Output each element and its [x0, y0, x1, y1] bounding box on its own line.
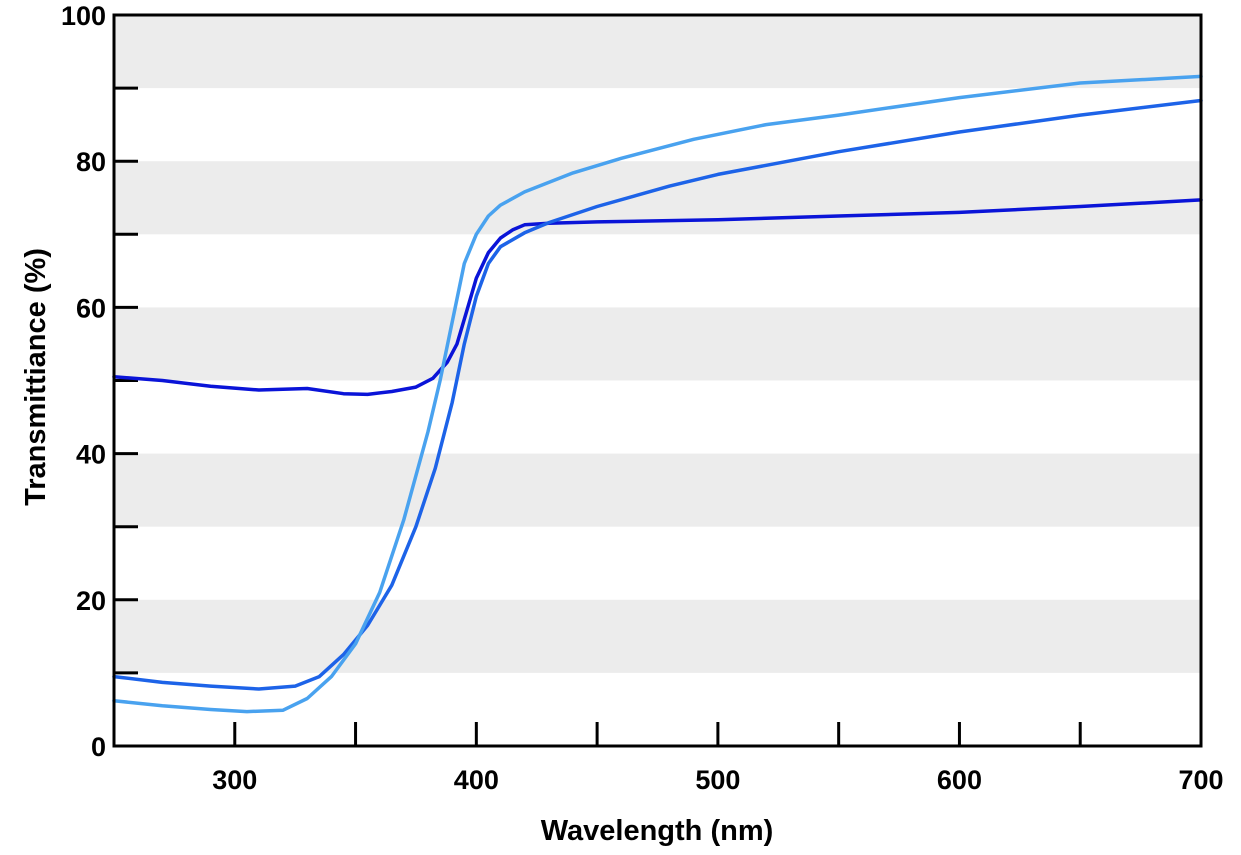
- background-band: [114, 453, 1201, 527]
- x-tick-label: 400: [454, 765, 499, 795]
- background-band: [114, 161, 1201, 235]
- background-band: [114, 307, 1201, 381]
- y-tick-label: 0: [91, 732, 106, 762]
- y-tick-label: 60: [76, 293, 106, 323]
- y-tick-label: 20: [76, 586, 106, 616]
- x-tick-label: 500: [695, 765, 740, 795]
- plot-frame: [112, 13, 1203, 748]
- tick-labels: 300 400 500 600 700 0 20 40 60 80 100: [61, 1, 1224, 795]
- x-axis-title: Wavelength (nm): [541, 815, 774, 847]
- background-band: [114, 15, 1201, 89]
- y-axis-title: Transmittiance (%): [20, 248, 52, 506]
- y-tick-label: 80: [76, 147, 106, 177]
- background-band: [114, 599, 1201, 673]
- x-tick-label: 300: [212, 765, 257, 795]
- data-series: [112, 74, 1203, 714]
- y-tick-label: 40: [76, 440, 106, 470]
- background-bands: [114, 15, 1201, 673]
- x-tick-label: 700: [1178, 765, 1223, 795]
- series-line-3: [112, 74, 1203, 714]
- series-line-1: [112, 198, 1203, 397]
- x-tick-label: 600: [937, 765, 982, 795]
- series-line-2: [112, 98, 1203, 691]
- y-tick-label: 100: [61, 1, 106, 31]
